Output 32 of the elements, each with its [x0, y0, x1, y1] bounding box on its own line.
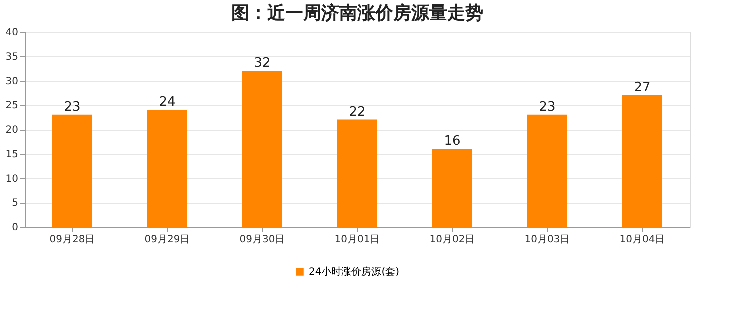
- y-tick-label: 30: [6, 76, 18, 88]
- x-tick-label: 09月28日: [50, 234, 96, 246]
- y-tick-label: 10: [6, 174, 18, 185]
- data-label: 32: [254, 56, 271, 71]
- y-tick-label: 40: [6, 28, 18, 38]
- y-tick-label: 5: [12, 198, 18, 210]
- x-tick-label: 10月01日: [334, 234, 380, 246]
- x-tick-label: 09月30日: [240, 234, 286, 246]
- bar: [148, 110, 188, 227]
- legend-label: 24小时涨价房源(套): [309, 266, 400, 278]
- x-tick-label: 10月04日: [620, 234, 666, 246]
- bar: [432, 149, 472, 227]
- chart-title: 图：近一周济南涨价房源量走势: [232, 3, 484, 24]
- bar: [528, 114, 568, 227]
- data-label: 23: [64, 100, 81, 115]
- data-label: 22: [349, 104, 366, 120]
- y-tick-label: 35: [6, 52, 18, 63]
- y-tick-label: 0: [12, 222, 18, 234]
- x-tick-label: 10月03日: [524, 234, 570, 246]
- bar: [622, 95, 662, 227]
- data-label: 27: [634, 80, 651, 96]
- bar: [338, 120, 378, 227]
- bar: [52, 114, 92, 227]
- x-tick-label: 10月02日: [430, 234, 476, 246]
- bar: [242, 71, 282, 227]
- y-tick-label: 20: [6, 125, 18, 136]
- x-tick-label: 09月29日: [144, 234, 190, 246]
- y-tick-label: 25: [6, 100, 18, 112]
- y-tick-label: 15: [6, 149, 18, 160]
- data-label: 16: [444, 134, 461, 149]
- data-label: 23: [539, 100, 556, 115]
- data-label: 24: [159, 95, 176, 110]
